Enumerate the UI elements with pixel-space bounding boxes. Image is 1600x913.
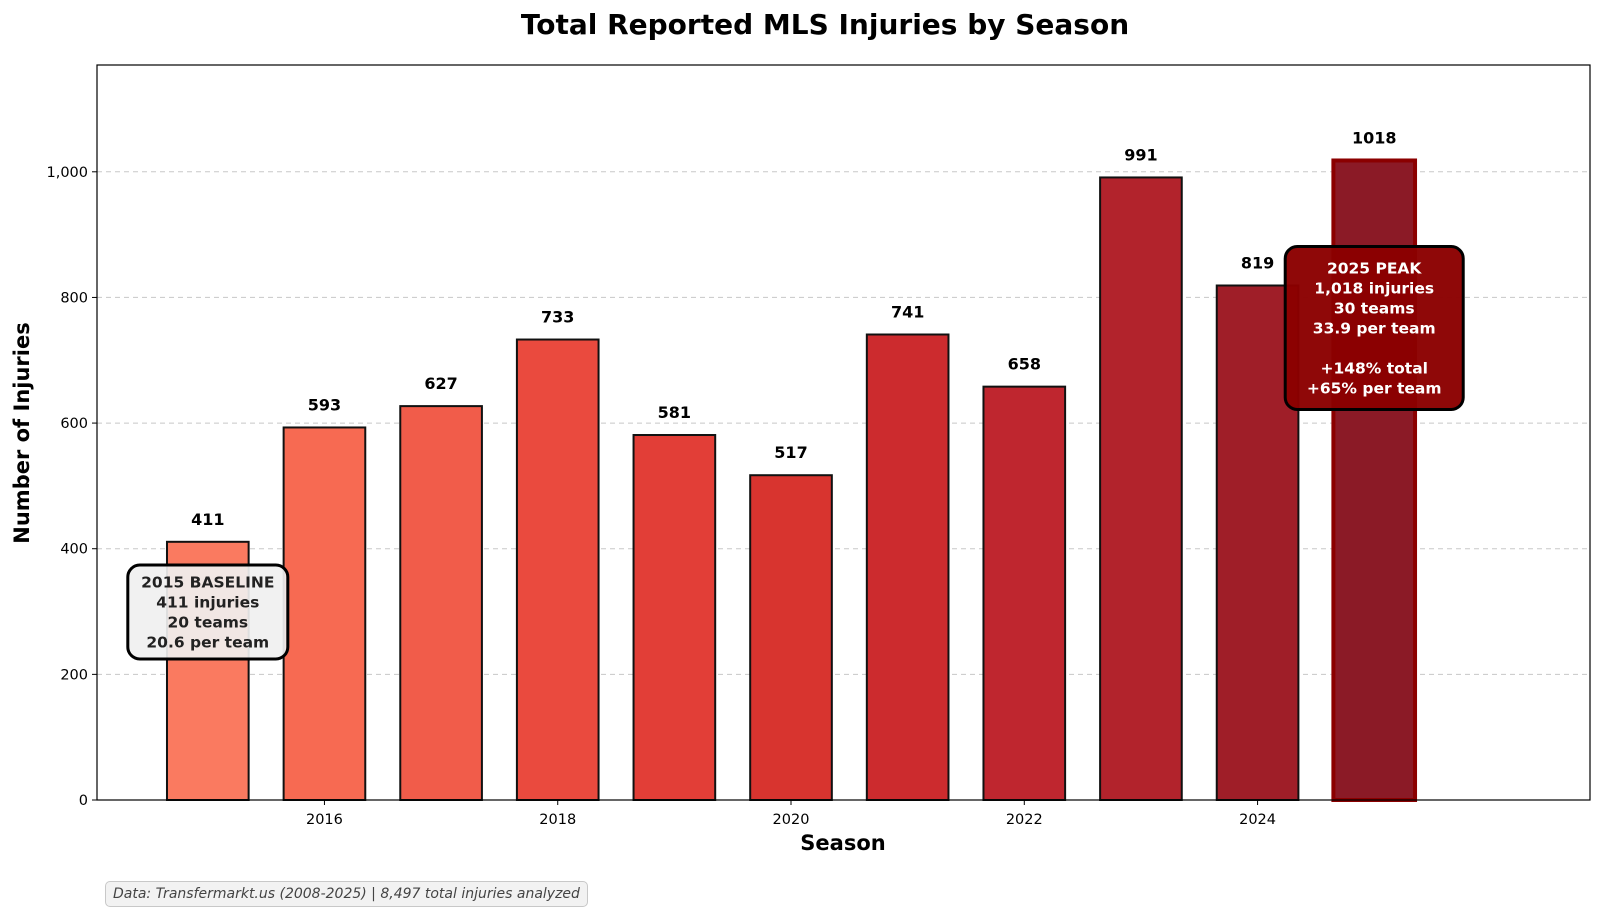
x-tick-label: 2020 bbox=[773, 812, 810, 828]
baseline-annotation: 2015 BASELINE 411 injuries 20 teams 20.6 pe… bbox=[126, 563, 290, 661]
y-tick-label: 400 bbox=[60, 542, 88, 558]
bar-value-label-2017: 627 bbox=[424, 374, 457, 393]
bar-value-label-2022: 658 bbox=[1008, 355, 1041, 374]
bar-value-label-2019: 581 bbox=[658, 403, 691, 422]
baseline-annotation-box bbox=[126, 563, 290, 661]
x-tick-label: 2018 bbox=[539, 812, 576, 828]
bar-value-labels: 411 593 627 733 581 517 741 658 991 819 1018 bbox=[191, 128, 1396, 528]
y-tick-label: 600 bbox=[60, 416, 88, 432]
x-axis-label: Season bbox=[800, 831, 885, 855]
y-tick-label: 0 bbox=[79, 793, 88, 809]
bar-value-label-2016: 593 bbox=[308, 395, 341, 414]
axis-ticks: 0 200 400 600 800 1,000 2016 2018 2020 2022 2024 bbox=[46, 165, 1276, 828]
bar-value-label-2015: 411 bbox=[191, 510, 224, 529]
y-tick-label: 800 bbox=[60, 290, 88, 306]
y-tick-label: 1,000 bbox=[46, 165, 88, 181]
baseline-annotation-line: 2015 BASELINE bbox=[141, 574, 274, 592]
bar-2019 bbox=[632, 434, 717, 801]
bar-value-label-2025: 1018 bbox=[1352, 128, 1397, 147]
x-tick-label: 2016 bbox=[306, 812, 343, 828]
data-source-note: Data: Transfermarkt.us (2008-2025) | 8,4… bbox=[105, 881, 588, 907]
baseline-annotation-line: 20.6 per team bbox=[146, 634, 269, 652]
y-tick-label: 200 bbox=[60, 667, 88, 683]
bar-value-label-2024: 819 bbox=[1241, 254, 1274, 273]
baseline-annotation-line: 20 teams bbox=[167, 614, 248, 632]
bar-2021 bbox=[865, 333, 950, 801]
peak-annotation-line: +65% per team bbox=[1307, 380, 1442, 398]
bar-value-label-2020: 517 bbox=[774, 443, 807, 462]
x-tick-label: 2024 bbox=[1239, 812, 1276, 828]
y-axis-label: Number of Injuries bbox=[10, 322, 34, 543]
baseline-annotation-line: 411 injuries bbox=[156, 594, 259, 612]
annotations: 2015 BASELINE 411 injuries 20 teams 20.6 pe… bbox=[126, 245, 1465, 661]
bar-2020 bbox=[749, 474, 833, 801]
bars bbox=[165, 158, 1418, 802]
peak-annotation-line: 33.9 per team bbox=[1313, 320, 1436, 338]
x-tick-label: 2022 bbox=[1006, 812, 1043, 828]
bar-value-label-2018: 733 bbox=[541, 308, 574, 327]
bar-2016 bbox=[282, 426, 367, 801]
bar-2023 bbox=[1099, 176, 1183, 801]
plot-frame bbox=[96, 64, 1591, 801]
chart-title: Total Reported MLS Injuries by Season bbox=[521, 8, 1129, 41]
bar-2017 bbox=[399, 405, 483, 801]
peak-annotation-line: 1,018 injuries bbox=[1314, 280, 1434, 298]
bar-value-label-2023: 991 bbox=[1124, 145, 1157, 164]
bar-value-label-2021: 741 bbox=[891, 303, 924, 322]
peak-annotation-box bbox=[1283, 245, 1465, 411]
bar-2018 bbox=[515, 338, 600, 801]
peak-annotation-line: +148% total bbox=[1320, 360, 1428, 378]
peak-annotation-line: 2025 PEAK bbox=[1327, 260, 1422, 278]
peak-annotation: 2025 PEAK 1,018 injuries 30 teams 33.9 per … bbox=[1283, 245, 1465, 411]
bar-2022 bbox=[982, 385, 1067, 801]
peak-annotation-line: 30 teams bbox=[1334, 300, 1415, 318]
